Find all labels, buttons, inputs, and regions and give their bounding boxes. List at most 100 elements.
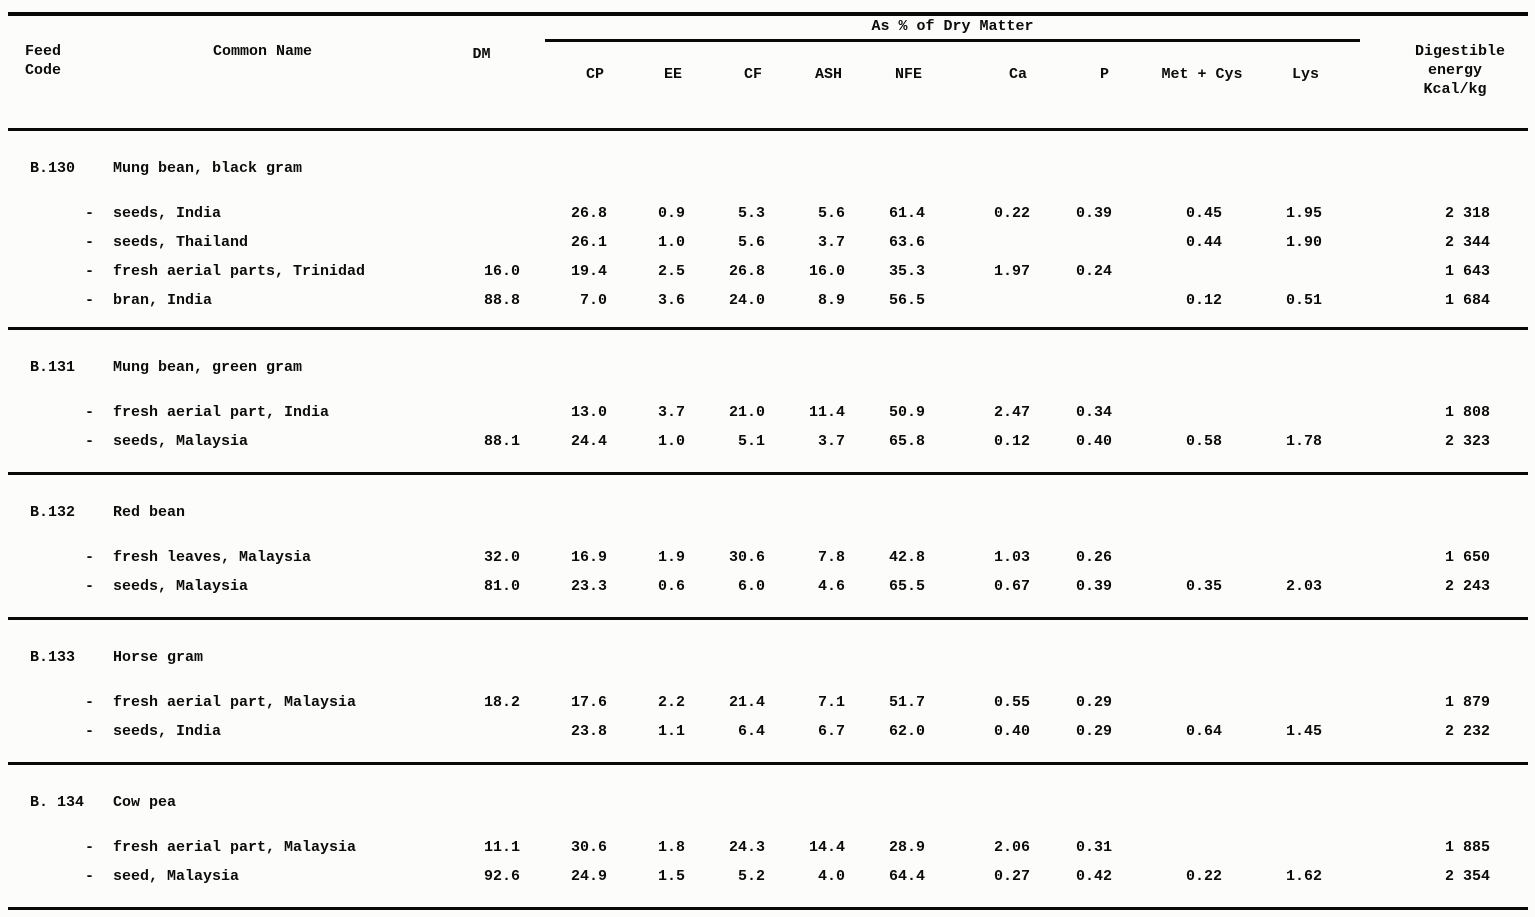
item-ash-value: 16.0	[808, 263, 845, 280]
item-cf-value: 30.6	[728, 549, 765, 566]
section-divider-rule	[8, 762, 1528, 765]
feed-item-row: - fresh aerial part, Malaysia 18.2 17.6 2.…	[0, 688, 1535, 717]
item-name: seeds, India	[113, 723, 222, 740]
item-ash-value: 8.9	[817, 292, 845, 309]
item-p-value: 0.26	[1075, 549, 1112, 566]
item-p-value: 0.39	[1075, 205, 1112, 222]
item-ca-value: 0.40	[993, 723, 1030, 740]
item-ee-value: 2.2	[657, 694, 685, 711]
header-bottom-rule	[8, 128, 1528, 131]
item-nfe-value: 35.3	[888, 263, 925, 280]
feed-section: B. 134 Cow pea - fresh aerial part, Mala…	[0, 765, 1535, 907]
item-lys-value: 2.03	[1285, 578, 1322, 595]
item-name-cell: - seeds, Thailand	[85, 228, 440, 257]
col-header-p: P	[1099, 66, 1109, 83]
feed-composition-table-page: As % of Dry Matter Feed Code Common Name…	[0, 12, 1535, 917]
item-code-spacer	[25, 199, 85, 228]
item-ash-value: 11.4	[808, 404, 845, 421]
item-ca-value: 0.12	[993, 433, 1030, 450]
feed-section-rows: - fresh aerial part, Malaysia 11.1 30.6 1.…	[0, 833, 1535, 891]
item-lys-value: 1.78	[1285, 433, 1322, 450]
feed-code: B.130	[30, 160, 76, 177]
item-cp-value: 17.6	[570, 694, 607, 711]
item-nfe-value: 64.4	[888, 868, 925, 885]
item-name: seeds, India	[113, 205, 222, 222]
item-ca-value: 0.55	[993, 694, 1030, 711]
item-name-cell: - seeds, Malaysia	[85, 572, 440, 601]
col-header-feed-code: Feed Code	[25, 43, 62, 79]
column-header-row: Feed Code Common Name DM CP EE CF ASH NF…	[0, 42, 1535, 99]
item-dm-value	[440, 398, 523, 427]
item-energy-value: 1 879	[1444, 694, 1490, 711]
section-divider-rule	[8, 617, 1528, 620]
item-nfe-value: 50.9	[888, 404, 925, 421]
item-code-spacer	[25, 543, 85, 572]
item-ca-value	[928, 228, 1033, 257]
item-name: seed, Malaysia	[113, 868, 240, 885]
item-ca-value: 2.47	[993, 404, 1030, 421]
item-code-spacer	[25, 572, 85, 601]
item-nfe-value: 62.0	[888, 723, 925, 740]
item-energy-value: 1 643	[1444, 263, 1490, 280]
feed-item-row: - seeds, Malaysia 81.0 23.3 0.6 6.0 4.6 65.5 0…	[0, 572, 1535, 601]
feed-section: B.131 Mung bean, green gram - fresh aeri…	[0, 330, 1535, 472]
item-dash: -	[85, 868, 95, 885]
item-name-cell: - fresh aerial part, India	[85, 398, 440, 427]
item-cp-value: 24.9	[570, 868, 607, 885]
item-cp-value: 24.4	[570, 433, 607, 450]
feed-item-row: - seeds, India 23.8 1.1 6.4 6.7 62.0 0.40 0.29…	[0, 717, 1535, 746]
item-ca-value	[928, 286, 1033, 315]
feed-common-name: Mung bean, green gram	[113, 359, 303, 376]
item-cp-value: 7.0	[579, 292, 607, 309]
item-name: bran, India	[113, 292, 213, 309]
item-name: seeds, Malaysia	[113, 578, 249, 595]
item-met-cys-value: 0.58	[1185, 433, 1222, 450]
item-name-cell: - fresh leaves, Malaysia	[85, 543, 440, 572]
item-name: fresh aerial part, Malaysia	[113, 694, 357, 711]
item-met-cys-value	[1115, 833, 1225, 862]
item-ash-value: 14.4	[808, 839, 845, 856]
item-lys-value: 1.90	[1285, 234, 1322, 251]
item-energy-value: 2 344	[1444, 234, 1490, 251]
item-lys-value	[1225, 688, 1325, 717]
item-met-cys-value	[1115, 688, 1225, 717]
item-name-cell: - fresh aerial parts, Trinidad	[85, 257, 440, 286]
item-met-cys-value	[1115, 257, 1225, 286]
col-header-ca: Ca	[1008, 66, 1027, 83]
item-ee-value: 3.6	[657, 292, 685, 309]
item-cp-value: 23.3	[570, 578, 607, 595]
item-ca-value: 1.97	[993, 263, 1030, 280]
item-ca-value: 0.27	[993, 868, 1030, 885]
feed-item-row: - fresh aerial part, Malaysia 11.1 30.6 1.…	[0, 833, 1535, 862]
item-ee-value: 1.9	[657, 549, 685, 566]
item-p-value: 0.42	[1075, 868, 1112, 885]
item-ee-value: 1.0	[657, 433, 685, 450]
item-lys-value	[1225, 543, 1325, 572]
feed-section-rows: - seeds, India 26.8 0.9 5.3 5.6 61.4 0.22 0.39…	[0, 199, 1535, 315]
feed-section: B.133 Horse gram - fresh aerial part, Ma…	[0, 620, 1535, 762]
item-p-value	[1033, 228, 1115, 257]
item-cf-value: 5.6	[737, 234, 765, 251]
col-header-ee: EE	[663, 66, 682, 83]
item-cp-value: 19.4	[570, 263, 607, 280]
item-dash: -	[85, 433, 95, 450]
item-met-cys-value: 0.12	[1185, 292, 1222, 309]
item-energy-value: 1 650	[1444, 549, 1490, 566]
feed-section-header: B.132 Red bean	[0, 505, 1535, 521]
item-dash: -	[85, 694, 95, 711]
item-cf-value: 6.0	[737, 578, 765, 595]
feed-common-name: Mung bean, black gram	[113, 160, 303, 177]
col-header-cf: CF	[743, 66, 762, 83]
item-cf-value: 5.1	[737, 433, 765, 450]
item-p-value: 0.24	[1075, 263, 1112, 280]
item-p-value: 0.29	[1075, 723, 1112, 740]
item-name-cell: - seeds, Malaysia	[85, 427, 440, 456]
item-ee-value: 3.7	[657, 404, 685, 421]
item-cf-value: 24.3	[728, 839, 765, 856]
item-ee-value: 1.1	[657, 723, 685, 740]
item-met-cys-value: 0.45	[1185, 205, 1222, 222]
item-name: fresh aerial part, India	[113, 404, 330, 421]
col-header-dm: DM	[472, 46, 491, 63]
item-ee-value: 1.0	[657, 234, 685, 251]
item-cp-value: 30.6	[570, 839, 607, 856]
